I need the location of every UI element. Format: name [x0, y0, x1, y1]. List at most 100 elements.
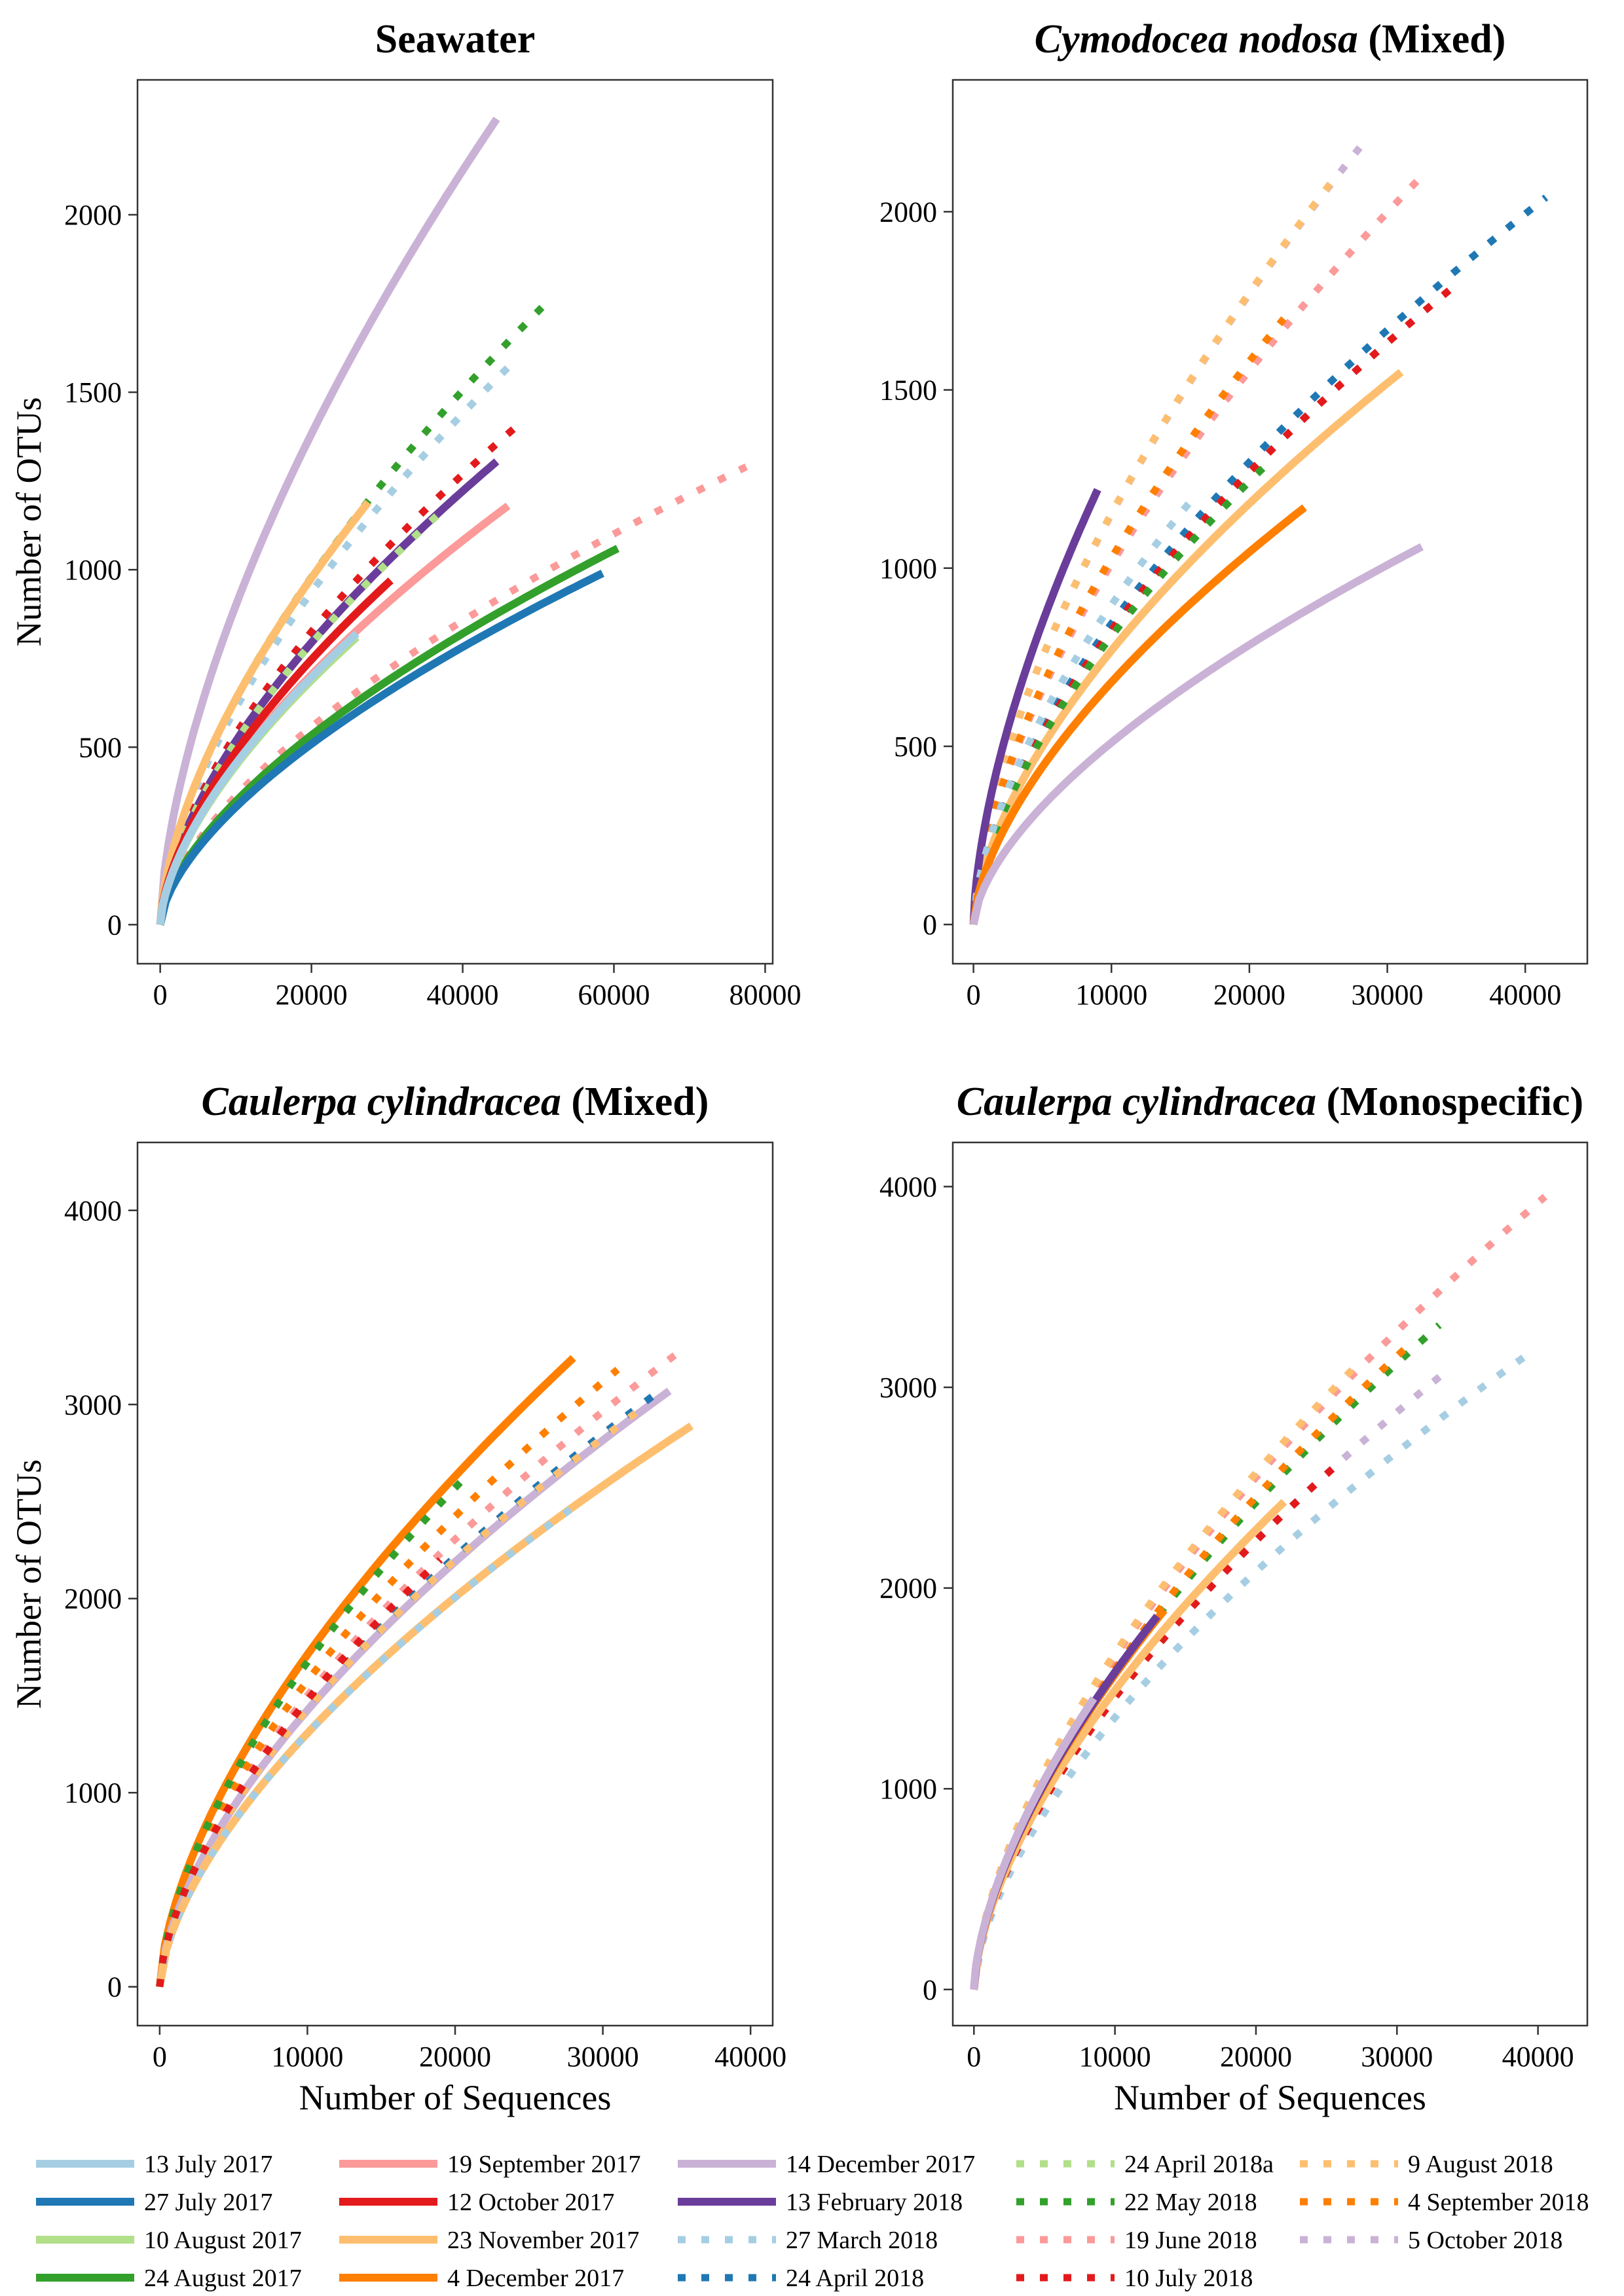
- legend-item-apr24_18a: 24 April 2018a: [1016, 2151, 1274, 2178]
- x-tick-label: 40000: [714, 2041, 786, 2073]
- series-line-oct5_18: [970, 1368, 1449, 1990]
- series-line-jul13_17: [156, 630, 360, 926]
- x-tick-label: 0: [153, 979, 168, 1011]
- x-tick-label: 20000: [276, 979, 348, 1011]
- series-line-nov23_17: [156, 500, 371, 925]
- series-line-dec14_17: [970, 1696, 1098, 1990]
- series-line-mar27_18: [970, 1354, 1526, 1990]
- series-lines: [969, 145, 1549, 926]
- legend-item-oct12_17: 12 October 2017: [339, 2189, 614, 2216]
- legend-item-feb13_18: 13 February 2018: [678, 2189, 963, 2216]
- plot-frame: [136, 79, 774, 965]
- panel-title: Seawater: [375, 17, 535, 62]
- legend-item-jul13_17: 13 July 2017: [36, 2151, 272, 2178]
- y-tick-label: 2000: [64, 1583, 122, 1615]
- series-line-jul10_18: [157, 418, 526, 926]
- series-line-apr24_18: [970, 194, 1549, 925]
- x-axis-label: Number of Sequences: [1114, 2078, 1426, 2117]
- y-tick-label: 3000: [879, 1372, 937, 1404]
- series-lines: [156, 117, 748, 926]
- series-line-sep4_18: [970, 1340, 1414, 1990]
- series-lines: [970, 1194, 1547, 1990]
- y-tick-label: 1000: [879, 553, 937, 585]
- series-line-jun19_18: [156, 1345, 687, 1988]
- chart-panel-4: Caulerpa cylindracea (Monospecific) 0 1000…: [879, 1080, 1589, 2117]
- legend-label: 5 October 2018: [1408, 2227, 1562, 2254]
- legend-item-mar27_18: 27 March 2018: [678, 2227, 938, 2254]
- legend-label: 14 December 2017: [786, 2151, 975, 2178]
- legend-item-dec4_17: 4 December 2017: [339, 2265, 624, 2292]
- series-line-aug9_18: [970, 170, 1342, 925]
- y-tick-label: 1500: [879, 374, 937, 407]
- x-tick-label: 20000: [1213, 979, 1285, 1011]
- series-line-nov23_17: [969, 369, 1404, 925]
- legend-label: 10 August 2017: [144, 2227, 302, 2254]
- y-tick-label: 4000: [64, 1195, 122, 1227]
- legend-item-may22_18: 22 May 2018: [1016, 2189, 1257, 2216]
- legend-label: 23 November 2017: [447, 2227, 639, 2254]
- y-tick-label: 0: [923, 1974, 937, 2006]
- legend-item-jul10_18: 10 July 2018: [1016, 2265, 1253, 2292]
- legend-label: 4 September 2018: [1408, 2189, 1589, 2216]
- legend-item-nov23_17: 23 November 2017: [339, 2227, 639, 2254]
- series-line-dec14_17: [156, 117, 500, 925]
- y-tick-label: 2000: [64, 199, 122, 231]
- legend-label: 24 August 2017: [144, 2265, 302, 2292]
- series-line-nov23_17: [970, 1499, 1287, 1990]
- chart-panel-1: Seawater 0 20000 40000 60000 80000 0 500 1000 150…: [9, 17, 801, 1011]
- series-line-dec14_17: [969, 543, 1424, 926]
- y-tick-label: 1000: [64, 554, 122, 586]
- y-tick-label: 3000: [64, 1389, 122, 1421]
- x-tick-label: 40000: [1489, 979, 1561, 1011]
- y-tick-label: 4000: [879, 1171, 937, 1203]
- legend: 13 July 2017 27 July 2017 10 August 2017 24…: [36, 2151, 1589, 2292]
- legend-item-aug9_18: 9 August 2018: [1300, 2151, 1553, 2178]
- series-line-nov23_17: [155, 1422, 694, 1988]
- series-line-sep4_18: [970, 316, 1287, 925]
- x-tick-label: 40000: [1502, 2041, 1574, 2073]
- legend-label: 10 July 2018: [1124, 2265, 1253, 2292]
- series-line-apr24_18: [156, 1392, 657, 1988]
- series-line-jun19_18: [157, 464, 748, 926]
- legend-label: 27 July 2017: [144, 2189, 272, 2216]
- series-line-aug9_18: [156, 1401, 650, 1988]
- legend-label: 22 May 2018: [1124, 2189, 1257, 2216]
- series-lines: [155, 1345, 694, 1988]
- series-line-jul10_18: [970, 1459, 1343, 1990]
- series-line-jul27_17: [156, 570, 604, 926]
- series-line-mar27_18: [157, 365, 511, 926]
- x-tick-label: 10000: [1075, 979, 1147, 1011]
- legend-label: 4 December 2017: [447, 2265, 624, 2292]
- plot-frame: [951, 79, 1589, 965]
- x-tick-label: 30000: [1352, 979, 1424, 1011]
- y-axis-label: Number of OTUs: [9, 397, 48, 647]
- x-tick-label: 20000: [419, 2041, 491, 2073]
- series-line-apr24_18a: [157, 510, 443, 926]
- x-tick-label: 60000: [578, 979, 650, 1011]
- legend-label: 13 February 2018: [786, 2189, 963, 2216]
- x-tick-label: 0: [967, 2041, 981, 2073]
- legend-item-apr24_18: 24 April 2018: [678, 2265, 924, 2292]
- y-tick-label: 1500: [64, 376, 122, 409]
- series-line-oct5_18: [970, 145, 1363, 925]
- y-tick-label: 1000: [879, 1773, 937, 1805]
- series-line-may22_18: [970, 1322, 1442, 1990]
- legend-item-oct5_18: 5 October 2018: [1300, 2227, 1562, 2254]
- plot-frame: [136, 1141, 774, 2027]
- y-axis-label: Number of OTUs: [9, 1459, 48, 1709]
- x-tick-label: 80000: [729, 979, 801, 1011]
- y-tick-label: 1000: [64, 1777, 122, 1809]
- plot-frame: [951, 1141, 1589, 2027]
- series-line-dec14_17: [155, 1387, 672, 1988]
- series-line-jun19_18: [970, 173, 1425, 925]
- legend-label: 24 April 2018: [786, 2265, 924, 2292]
- legend-item-aug24_17: 24 August 2017: [36, 2265, 302, 2292]
- legend-label: 12 October 2017: [447, 2189, 614, 2216]
- legend-item-dec14_17: 14 December 2017: [678, 2151, 975, 2178]
- legend-label: 9 August 2018: [1408, 2151, 1553, 2178]
- chart-panel-3: Caulerpa cylindracea (Mixed)0 10000 20000 3…: [9, 1080, 786, 2117]
- legend-label: 19 June 2018: [1124, 2227, 1257, 2254]
- x-tick-label: 10000: [271, 2041, 343, 2073]
- x-tick-label: 30000: [567, 2041, 639, 2073]
- series-line-mar27_18: [970, 494, 1197, 925]
